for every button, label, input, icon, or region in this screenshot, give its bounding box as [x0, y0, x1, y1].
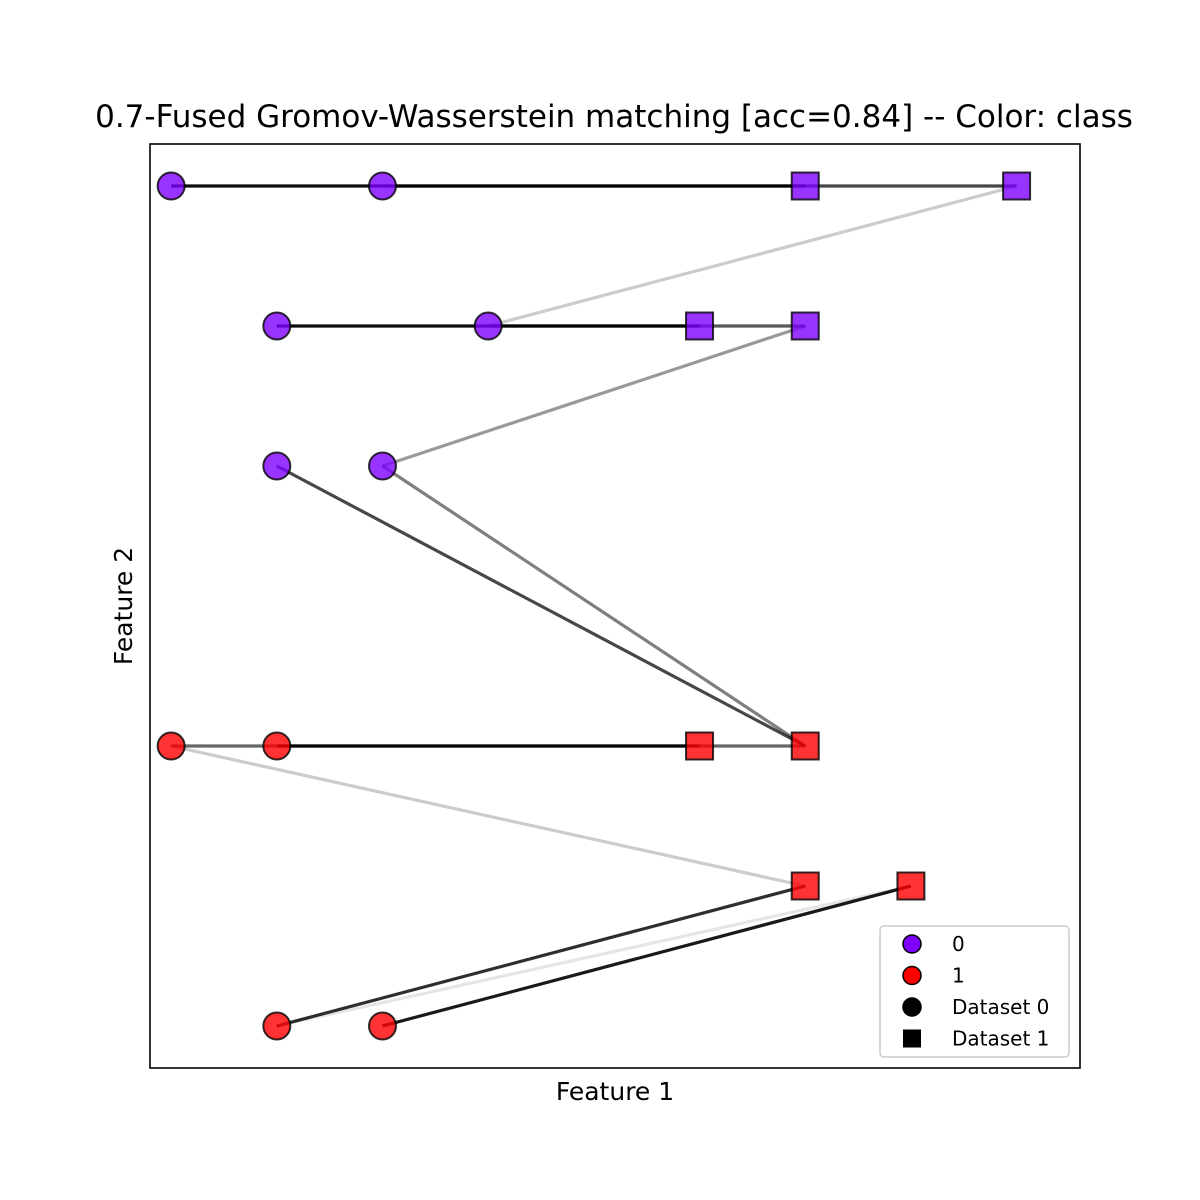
dataset1-point [896, 871, 926, 901]
legend-label: Dataset 0 [952, 995, 1049, 1019]
legend-marker [903, 1029, 921, 1048]
plot-frame [149, 143, 1081, 1069]
matching-link [276, 884, 806, 1028]
dataset1-point [790, 171, 820, 201]
dataset1-points [685, 171, 1032, 901]
dataset0-point [368, 171, 397, 201]
dataset0-point [262, 311, 292, 341]
dataset1-point [685, 731, 715, 761]
dataset0-point [156, 171, 186, 201]
matching-link [381, 464, 807, 748]
matching-link [487, 184, 1018, 328]
chart-title: 0.7-Fused Gromov-Wasserstein matching [a… [95, 99, 1133, 135]
x-axis-label: Feature 1 [556, 1077, 674, 1106]
dataset0-point [156, 731, 186, 761]
legend-marker [902, 997, 922, 1017]
plot-area [150, 144, 1080, 1068]
dataset0-point [368, 1011, 397, 1041]
dataset1-point [685, 311, 715, 341]
dataset1-point [790, 731, 820, 761]
dataset1-point [790, 871, 820, 901]
legend-box [879, 925, 1070, 1058]
dataset1-point [1002, 171, 1032, 201]
dataset0-point [262, 1011, 292, 1041]
y-axis-label: Feature 2 [109, 547, 138, 665]
matching-link [170, 744, 806, 888]
matching-link [381, 324, 806, 468]
matching-link [276, 884, 912, 1028]
dataset0-points [156, 171, 503, 1041]
dataset0-point [262, 451, 292, 481]
dataset0-point [368, 451, 397, 481]
matching-link [276, 464, 806, 748]
legend-label: Dataset 1 [952, 1027, 1049, 1051]
legend-marker [902, 965, 922, 986]
legend-label: 0 [952, 932, 965, 956]
legend: 0 1 Dataset 0 Dataset 1 [879, 925, 1070, 1058]
legend-label: 1 [952, 964, 965, 988]
dataset0-point [262, 731, 292, 761]
dataset1-point [790, 311, 820, 341]
dataset0-point [473, 311, 503, 341]
matching-link [382, 884, 912, 1028]
legend-marker [902, 934, 922, 954]
